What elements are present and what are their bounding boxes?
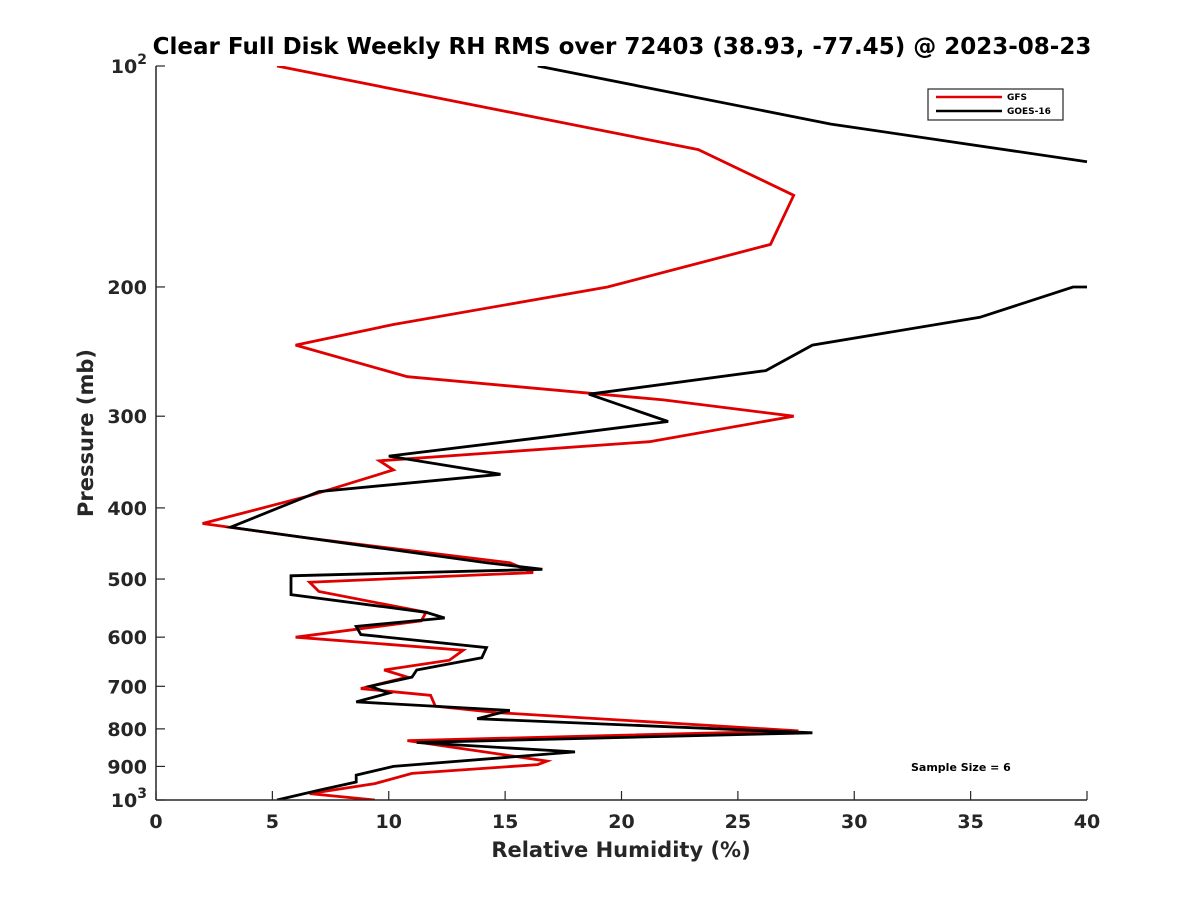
series-line-goes-16 (225, 66, 1088, 800)
y-axis-title: Pressure (mb) (74, 349, 98, 517)
sample-size-annotation: Sample Size = 6 (911, 761, 1011, 774)
x-tick-label: 5 (266, 811, 279, 833)
y-tick-label: 500 (107, 569, 147, 591)
y-tick-label: 900 (107, 756, 147, 778)
y-tick-label: 102 (111, 52, 147, 78)
legend: GFS GOES-16 (927, 88, 1064, 121)
series-layer (202, 66, 1088, 800)
x-tick-label: 35 (957, 811, 983, 833)
x-tick-label: 30 (841, 811, 867, 833)
x-ticks: 0 5 10 15 20 25 30 35 40 (149, 791, 1100, 833)
y-tick-exponent: 2 (137, 52, 147, 68)
chart-title: Clear Full Disk Weekly RH RMS over 72403… (153, 34, 1092, 60)
y-tick-label: 103 (111, 786, 147, 812)
y-tick-label: 300 (107, 406, 147, 428)
x-tick-label: 15 (492, 811, 518, 833)
y-tick-label: 800 (107, 719, 147, 741)
legend-box (927, 88, 1064, 121)
y-tick-label: 200 (107, 277, 147, 299)
x-tick-label: 0 (149, 811, 162, 833)
y-tick-label: 400 (107, 498, 147, 520)
x-tick-label: 10 (376, 811, 402, 833)
legend-label-gfs: GFS (1007, 93, 1027, 103)
x-tick-label: 40 (1074, 811, 1100, 833)
series-line-gfs (202, 66, 799, 800)
y-tick-base: 10 (111, 790, 137, 812)
x-tick-label: 25 (725, 811, 751, 833)
y-tick-label: 700 (107, 676, 147, 698)
y-tick-base: 10 (111, 56, 137, 78)
x-axis-title: Relative Humidity (%) (491, 838, 750, 862)
y-tick-exponent: 3 (137, 786, 147, 802)
legend-label-goes16: GOES-16 (1007, 107, 1051, 117)
x-tick-label: 20 (608, 811, 634, 833)
y-tick-label: 600 (107, 627, 147, 649)
